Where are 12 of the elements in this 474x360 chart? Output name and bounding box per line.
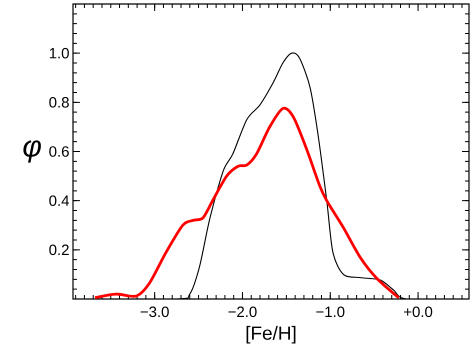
y-tick-label: 1.0 [50, 48, 69, 58]
y-axis-title: φ [23, 140, 41, 163]
y-tick-label: 0.8 [49, 97, 69, 108]
x-tick-label: −1.0 [316, 306, 344, 318]
x-tick-label: −3.0 [140, 306, 169, 318]
y-tick-label: 0.2 [49, 244, 69, 256]
x-tick-label: −2.0 [228, 306, 257, 318]
x-tick-label: +0.0 [404, 306, 432, 318]
y-tick-label: 0.4 [49, 195, 70, 206]
x-axis-title: [Fe/H] [246, 326, 296, 344]
line-series [94, 107, 400, 299]
y-tick-label: 0.6 [49, 146, 69, 157]
